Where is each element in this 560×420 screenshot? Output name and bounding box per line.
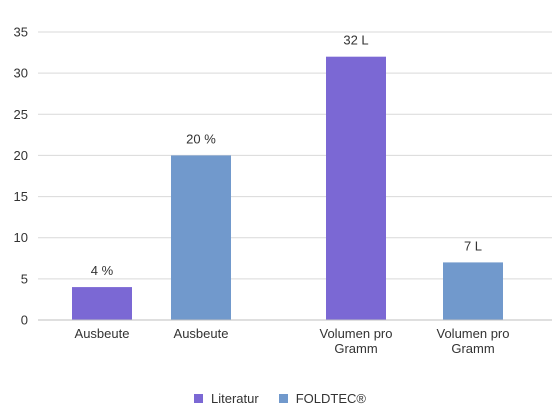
data-label: 32 L <box>343 33 368 48</box>
bar <box>326 56 386 320</box>
y-tick-label: 25 <box>14 107 28 122</box>
grid-lines <box>38 31 552 280</box>
data-label: 20 % <box>186 131 216 146</box>
x-axis-category-labels: Ausbeute Ausbeute Volumen pro GrammVolumen … <box>75 326 510 356</box>
bars <box>72 56 503 320</box>
legend-swatch-foldtec <box>278 394 288 403</box>
y-tick-label: 20 <box>14 148 28 163</box>
y-tick-label: 5 <box>21 271 28 286</box>
y-tick-label: 10 <box>14 230 28 245</box>
legend-item-foldtec: FOLDTEC® <box>278 391 366 406</box>
y-tick-label: 15 <box>14 189 28 204</box>
bar <box>171 155 231 320</box>
data-labels: 4 % 20 % 32 L 7 L <box>91 33 482 278</box>
category-label: Volumen pro Gramm <box>320 326 393 356</box>
category-label-line: Gramm <box>451 341 494 356</box>
y-axis-tick-labels: 0 5 10 15 20 25 30 35 <box>14 25 28 328</box>
y-tick-label: 0 <box>21 313 28 328</box>
category-label-line: Ausbeute <box>174 326 229 341</box>
legend-swatch-literatur <box>194 394 204 403</box>
bar <box>72 287 132 320</box>
y-tick-label: 35 <box>14 25 28 40</box>
data-label: 7 L <box>464 238 482 253</box>
category-label-line: Volumen pro <box>437 326 510 341</box>
category-label-line: Ausbeute <box>75 326 130 341</box>
legend: Literatur FOLDTEC® <box>0 391 560 406</box>
category-label: Volumen pro Gramm <box>437 326 510 356</box>
legend-label-foldtec: FOLDTEC® <box>295 391 366 406</box>
bar <box>443 262 503 320</box>
category-label: Ausbeute <box>174 326 229 341</box>
category-label-line: Gramm <box>334 341 377 356</box>
category-label: Ausbeute <box>75 326 130 341</box>
legend-item-literatur: Literatur <box>194 391 259 406</box>
y-tick-label: 30 <box>14 66 28 81</box>
data-label: 4 % <box>91 263 114 278</box>
category-label-line: Volumen pro <box>320 326 393 341</box>
legend-label-literatur: Literatur <box>211 391 259 406</box>
